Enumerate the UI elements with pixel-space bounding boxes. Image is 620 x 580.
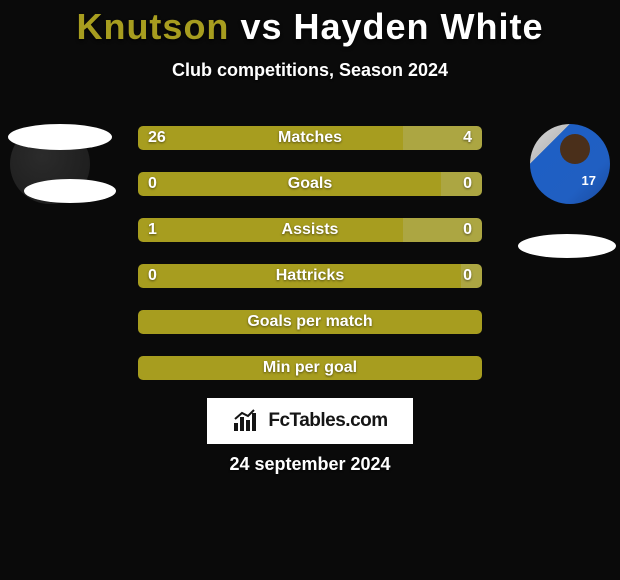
stat-row-min-per-goal: Min per goal — [138, 356, 482, 380]
stat-row-assists: 1Assists0 — [138, 218, 482, 242]
player2-name: Hayden White — [294, 6, 544, 47]
decorative-oval — [8, 124, 112, 150]
page-title: Knutson vs Hayden White — [0, 0, 620, 48]
stat-label: Hattricks — [138, 264, 482, 288]
stats-bars: 26Matches40Goals01Assists00Hattricks0Goa… — [138, 126, 482, 402]
brand-box: FcTables.com — [207, 398, 413, 444]
stat-right-value: 0 — [463, 172, 472, 196]
stat-row-goals: 0Goals0 — [138, 172, 482, 196]
stat-row-matches: 26Matches4 — [138, 126, 482, 150]
subtitle: Club competitions, Season 2024 — [0, 60, 620, 81]
vs-text: vs — [240, 6, 282, 47]
stat-right-value: 0 — [463, 218, 472, 242]
player2-avatar — [530, 124, 610, 204]
date-text: 24 september 2024 — [0, 454, 620, 475]
stat-row-hattricks: 0Hattricks0 — [138, 264, 482, 288]
stat-label: Goals per match — [140, 312, 480, 332]
decorative-oval — [518, 234, 616, 258]
brand-text: FcTables.com — [268, 410, 387, 432]
stat-row-goals-per-match: Goals per match — [138, 310, 482, 334]
stat-right-value: 4 — [463, 126, 472, 150]
decorative-oval — [24, 179, 116, 203]
stat-label: Matches — [138, 126, 482, 150]
player1-name: Knutson — [76, 6, 229, 47]
brand-chart-icon — [232, 409, 262, 433]
stat-label: Goals — [138, 172, 482, 196]
stat-right-value: 0 — [463, 264, 472, 288]
stat-label: Min per goal — [140, 358, 480, 378]
stat-label: Assists — [138, 218, 482, 242]
